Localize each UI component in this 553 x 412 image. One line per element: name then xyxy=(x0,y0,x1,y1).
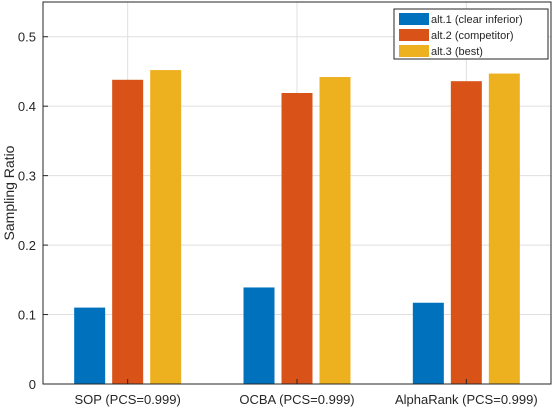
legend-swatch xyxy=(399,45,429,57)
bar xyxy=(243,287,275,384)
y-tick-label: 0.3 xyxy=(18,169,36,184)
legend: alt.1 (clear inferior) alt.2 (competitor)… xyxy=(393,8,549,60)
bar xyxy=(488,73,520,385)
y-tick-label: 0.2 xyxy=(18,238,36,253)
y-tick-label: 0.5 xyxy=(18,30,36,45)
bars xyxy=(74,70,520,385)
y-tick-label: 0.1 xyxy=(18,308,36,323)
x-tick-label: OCBA (PCS=0.999) xyxy=(239,392,354,407)
bar xyxy=(150,70,182,384)
y-tick-label: 0 xyxy=(29,377,36,392)
legend-swatch xyxy=(399,13,429,25)
bar xyxy=(74,307,106,384)
legend-label: alt.2 (competitor) xyxy=(431,30,514,42)
legend-swatch xyxy=(399,29,429,41)
x-tick-label: SOP (PCS=0.999) xyxy=(74,392,180,407)
legend-label: alt.3 (best) xyxy=(431,46,483,58)
bar xyxy=(112,79,144,384)
y-axis-label: Sampling Ratio xyxy=(1,145,17,240)
y-tick-label: 0.4 xyxy=(18,99,36,114)
x-tick-label: AlphaRank (PCS=0.999) xyxy=(395,392,538,407)
bar xyxy=(319,77,351,384)
ticks: 0 0.1 0.2 0.3 0.4 0.5 SOP (PCS=0.999) OCBA (PCS… xyxy=(18,30,538,407)
legend-label: alt.1 (clear inferior) xyxy=(431,14,523,26)
bar xyxy=(450,81,482,384)
bar xyxy=(281,92,313,385)
bar xyxy=(412,302,444,384)
